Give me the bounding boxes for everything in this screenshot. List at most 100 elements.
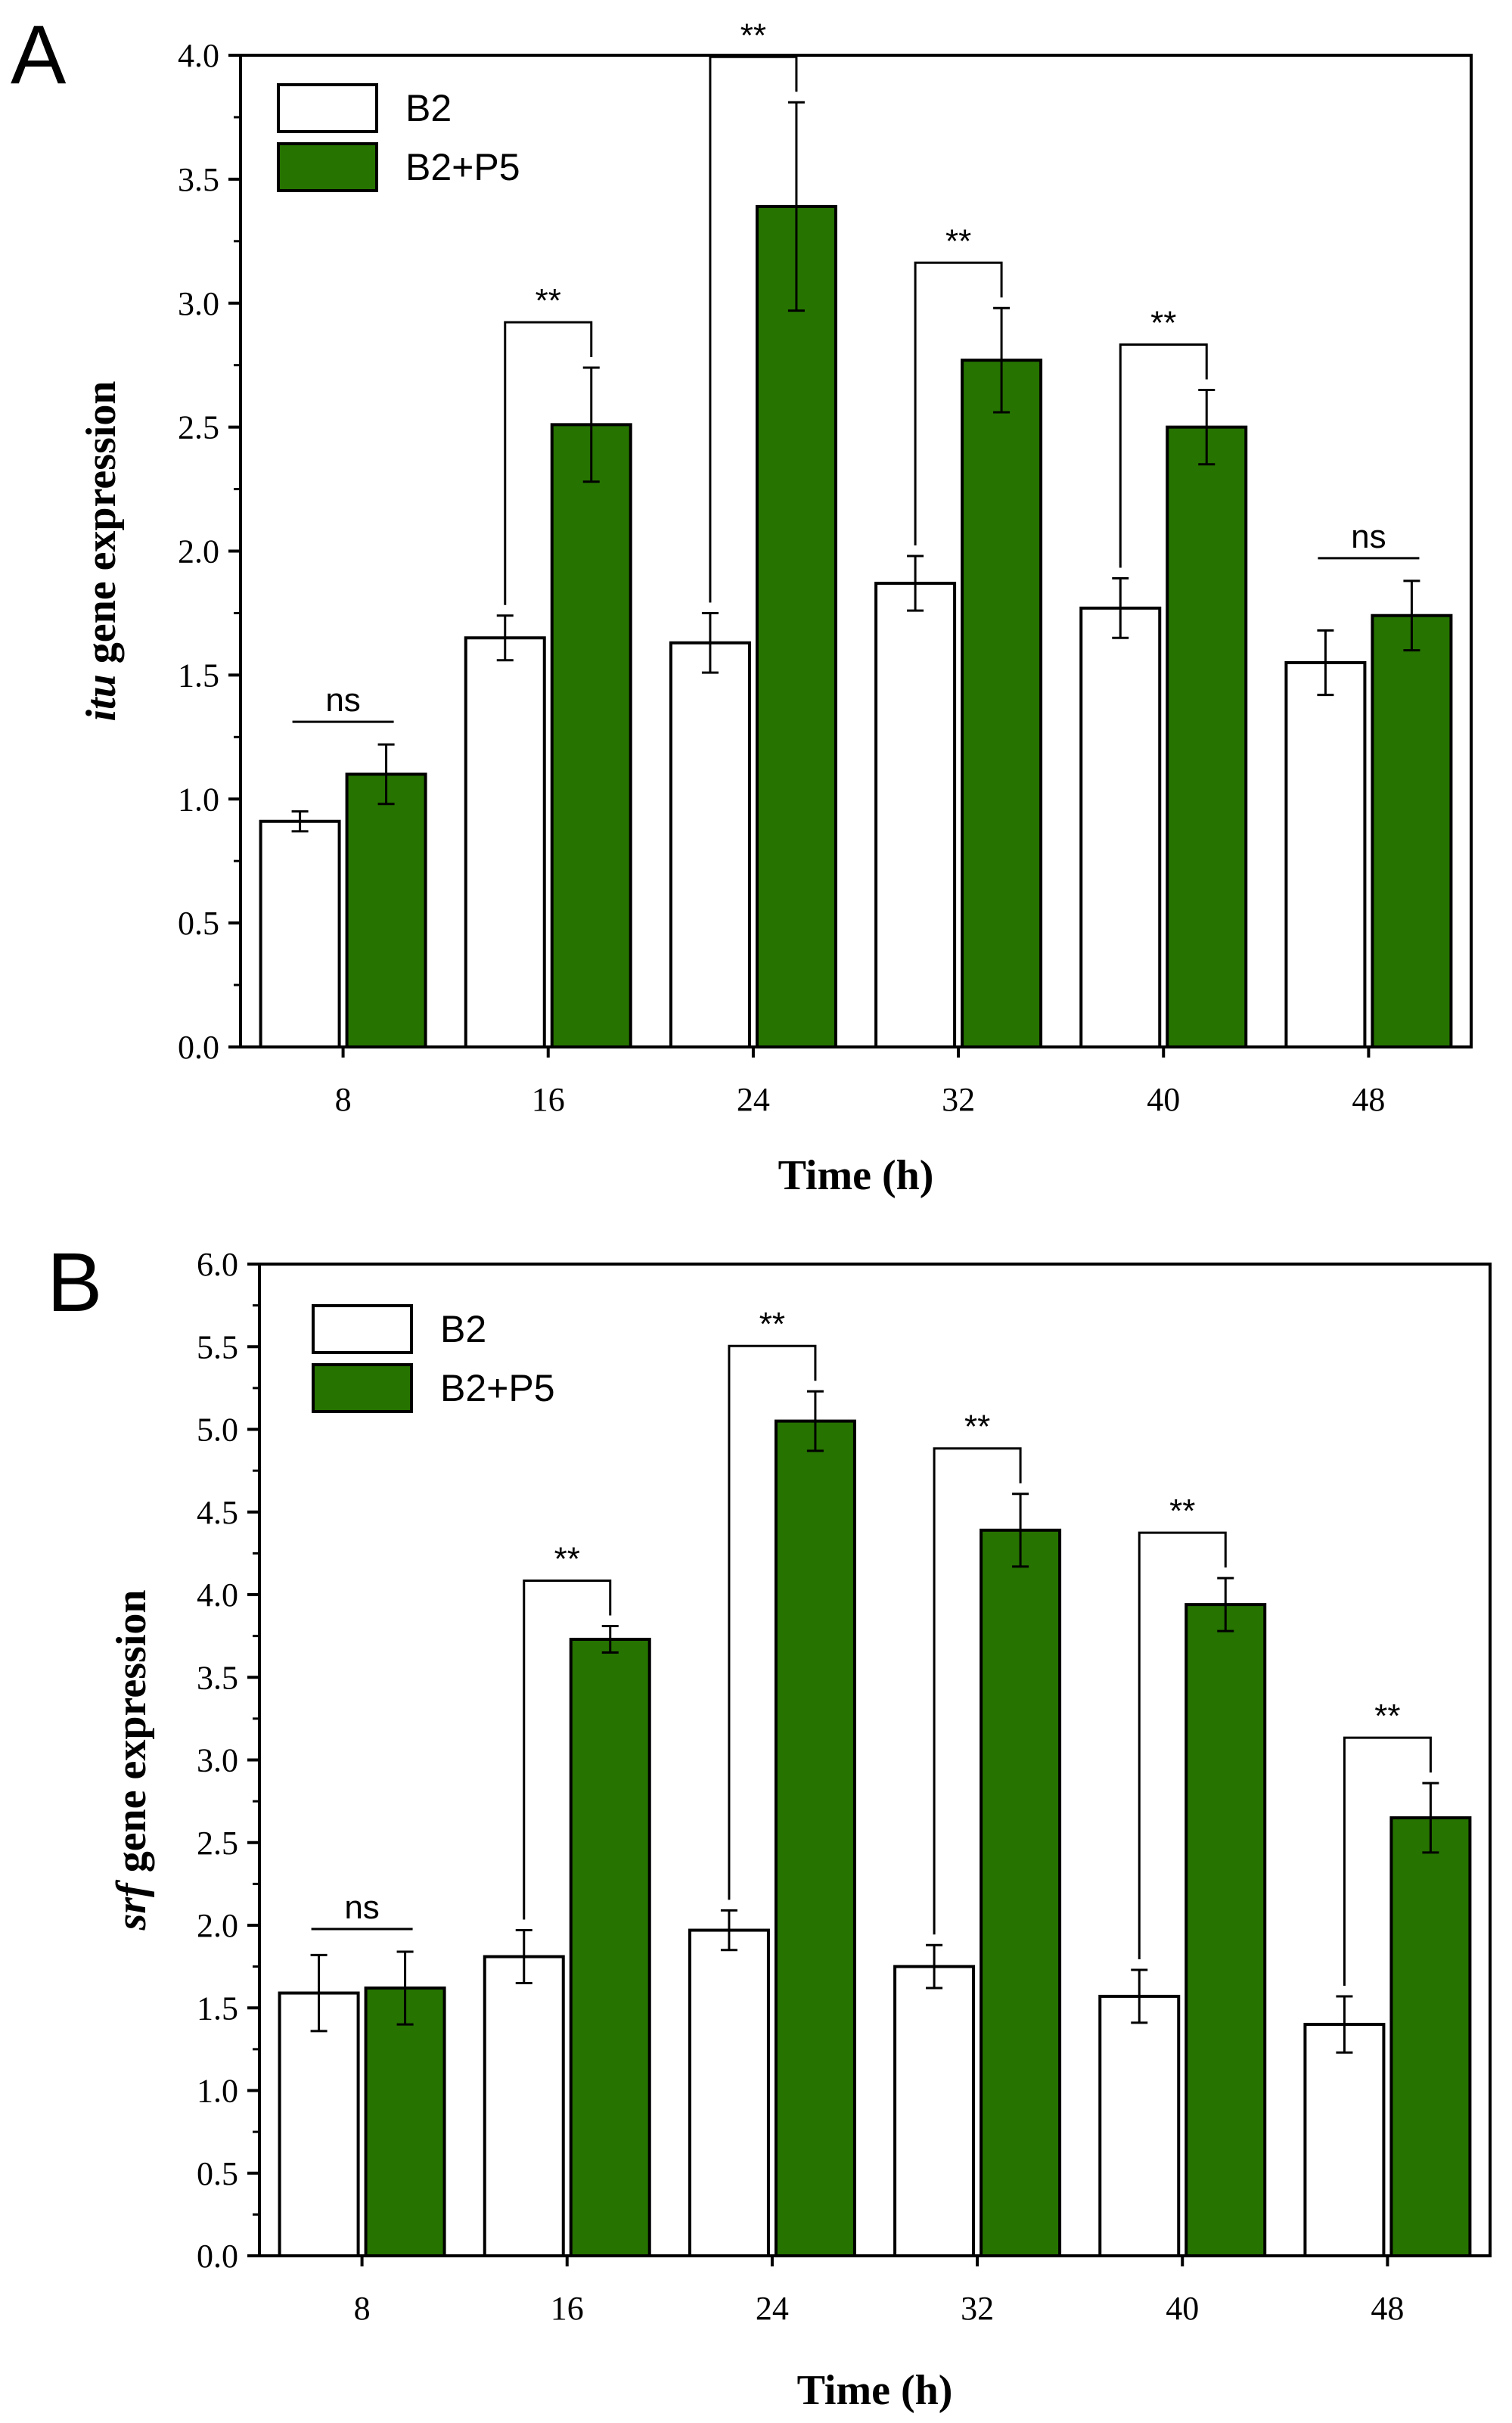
- y-tick-label: 5.0: [197, 1412, 238, 1449]
- significance-bracket: [1138, 1531, 1227, 1959]
- bar-b2-p5: [550, 423, 632, 1048]
- significance-label: **: [945, 222, 971, 259]
- significance-label: ns: [344, 1889, 379, 1926]
- x-tick-label: 24: [737, 1081, 770, 1118]
- bar-b2-p5: [774, 1419, 856, 2257]
- panel-label: B: [47, 1236, 102, 1329]
- bar-b2-p5: [364, 1987, 446, 2258]
- bar-b2-p5: [961, 359, 1043, 1048]
- bar-b2-p5: [1389, 1816, 1472, 2258]
- legend-label: B2+P5: [405, 146, 520, 188]
- y-axis-title-gene: itu: [78, 674, 125, 721]
- x-tick-label: 40: [1147, 1081, 1180, 1118]
- bar-b2: [278, 1991, 360, 2257]
- legend-swatch: [312, 1304, 413, 1354]
- y-tick-label: 0.5: [197, 2155, 238, 2192]
- x-tick-label: 48: [1352, 1081, 1385, 1118]
- significance-label: **: [1150, 304, 1176, 341]
- panel-label: A: [11, 8, 67, 101]
- x-tick-label: 32: [942, 1081, 975, 1118]
- chart-panel-b: B 0.0 0.5 1.0 1.5 2.0 2.5 3.0 3.5 4.0 4.5 5.0 5.5 6.0…: [47, 1236, 1492, 2414]
- y-tick-label: 1.0: [178, 781, 219, 818]
- significance-bracket: [1119, 343, 1208, 568]
- y-axis-title-gene: srf: [108, 1879, 155, 1931]
- significance-label: ns: [1351, 518, 1386, 555]
- y-tick-label: 1.0: [197, 2073, 238, 2110]
- significance-label: **: [740, 17, 766, 54]
- y-tick-label: 4.5: [197, 1494, 238, 1531]
- y-tick-label: 1.5: [197, 1990, 238, 2027]
- significance-label: **: [1169, 1493, 1195, 1530]
- y-tick-label: 4.0: [197, 1577, 238, 1614]
- bar-b2-p5: [980, 1528, 1062, 2258]
- y-tick-label: 0.0: [197, 2238, 238, 2275]
- bar-b2: [874, 582, 957, 1048]
- significance-bracket: [1343, 1736, 1432, 1986]
- y-tick-label: 6.0: [197, 1246, 238, 1283]
- bar-b2-p5: [1184, 1603, 1267, 2258]
- y-axis-title: itu gene expression: [78, 381, 125, 721]
- significance-bracket: [914, 261, 1003, 546]
- y-axis-title: srf gene expression: [108, 1589, 155, 1931]
- significance-bracket: [523, 1580, 612, 1920]
- y-tick-label: 2.0: [178, 533, 219, 570]
- bar-b2: [1303, 2023, 1386, 2258]
- significance-label: ns: [325, 682, 360, 719]
- bar-b2: [669, 641, 751, 1048]
- y-tick-label: 3.5: [197, 1659, 238, 1696]
- x-tick-label: 32: [961, 2290, 994, 2327]
- x-tick-label: 16: [532, 1081, 565, 1118]
- bar-b2: [1284, 660, 1367, 1048]
- bar-b2-p5: [569, 1637, 651, 2258]
- significance-bracket: [933, 1447, 1022, 1935]
- legend-label: B2: [405, 87, 452, 129]
- x-tick-label: 8: [335, 1081, 352, 1118]
- bar-b2-p5: [1371, 614, 1453, 1048]
- legend-swatch: [277, 83, 378, 133]
- bar-b2: [259, 819, 341, 1049]
- y-tick-label: 0.0: [178, 1029, 219, 1066]
- significance-label: **: [759, 1306, 785, 1343]
- x-tick-label: 48: [1371, 2290, 1404, 2327]
- significance-bracket: [709, 55, 798, 603]
- y-tick-label: 2.5: [197, 1825, 238, 1862]
- legend-swatch: [312, 1363, 413, 1413]
- legend-label: B2: [440, 1308, 486, 1350]
- x-tick-label: 16: [551, 2290, 584, 2327]
- y-tick-label: 4.0: [178, 37, 219, 74]
- y-tick-label: 1.5: [178, 657, 219, 694]
- y-tick-label: 5.5: [197, 1328, 238, 1365]
- bar-b2-p5: [345, 772, 427, 1048]
- significance-label: **: [964, 1409, 990, 1446]
- x-tick-label: 8: [354, 2290, 371, 2327]
- y-axis-title-rest: gene expression: [108, 1589, 155, 1883]
- significance-bracket: [728, 1344, 817, 1900]
- legend-label: B2+P5: [440, 1367, 555, 1409]
- significance-label: **: [1374, 1698, 1400, 1735]
- y-tick-label: 2.5: [178, 409, 219, 446]
- legend-swatch: [277, 142, 378, 192]
- bar-b2: [1079, 606, 1162, 1048]
- bar-b2: [464, 636, 546, 1048]
- x-tick-label: 24: [756, 2290, 789, 2327]
- y-tick-label: 3.0: [178, 285, 219, 322]
- bar-b2: [1098, 1994, 1181, 2258]
- bar-b2: [688, 1928, 770, 2257]
- x-axis-title: Time (h): [778, 1152, 934, 1199]
- bar-b2: [893, 1965, 976, 2257]
- y-tick-label: 0.5: [178, 905, 219, 942]
- bar-b2-p5: [755, 204, 837, 1048]
- significance-label: **: [554, 1541, 580, 1578]
- y-tick-label: 3.5: [178, 161, 219, 198]
- x-tick-label: 40: [1166, 2290, 1199, 2327]
- y-tick-label: 2.0: [197, 1907, 238, 1944]
- bar-b2: [483, 1955, 565, 2257]
- significance-label: **: [536, 282, 561, 319]
- x-axis-title: Time (h): [797, 2367, 953, 2414]
- chart-panel-a: A 0.0 0.5 1.0 1.5 2.0 2.5 3.0 3.5 4.0 8 ns 16 ** 24 ** 3…: [11, 8, 1473, 1199]
- y-tick-label: 3.0: [197, 1742, 238, 1779]
- y-axis-title-rest: gene expression: [78, 381, 125, 674]
- bar-b2-p5: [1166, 425, 1248, 1048]
- significance-bracket: [504, 321, 593, 605]
